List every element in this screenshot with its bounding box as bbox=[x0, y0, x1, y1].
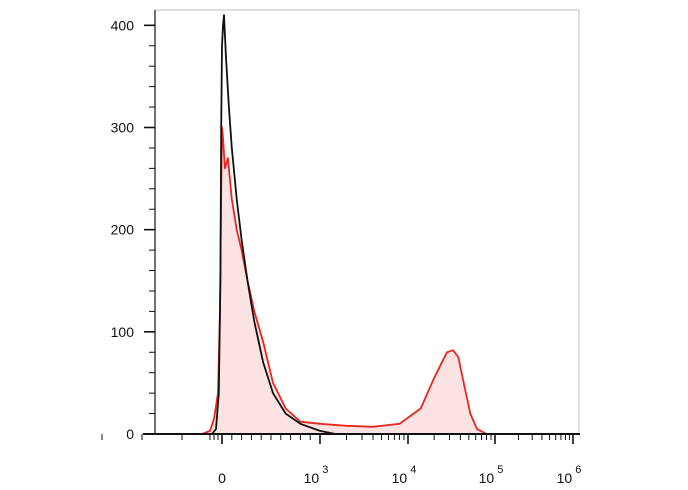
x-tick-label: 0 bbox=[218, 470, 226, 486]
series-layer bbox=[201, 14, 488, 435]
y-tick-label: 400 bbox=[111, 17, 135, 33]
series-fill-0 bbox=[202, 127, 487, 434]
x-tick-label: 10 4 bbox=[392, 464, 417, 486]
y-tick-label: 300 bbox=[111, 119, 135, 135]
x-tick-label: 10 3 bbox=[304, 464, 329, 486]
x-tick-exponent: 4 bbox=[410, 464, 416, 476]
y-tick-label: 100 bbox=[111, 324, 135, 340]
x-tick-exponent: 3 bbox=[322, 464, 328, 476]
x-tick-label: 10 6 bbox=[557, 464, 582, 486]
x-tick-label: 10 5 bbox=[479, 464, 504, 486]
series-line-1 bbox=[211, 14, 336, 435]
x-axis-ticks: 0 10 3 10 4 10 5 10 6 bbox=[101, 434, 582, 486]
y-tick-label: 0 bbox=[126, 426, 134, 442]
y-tick-label: 200 bbox=[111, 222, 135, 238]
y-axis-ticks: 0 100 200 300 400 bbox=[111, 17, 155, 442]
x-tick-exponent: 6 bbox=[575, 464, 581, 476]
x-tick-exponent: 5 bbox=[497, 464, 503, 476]
